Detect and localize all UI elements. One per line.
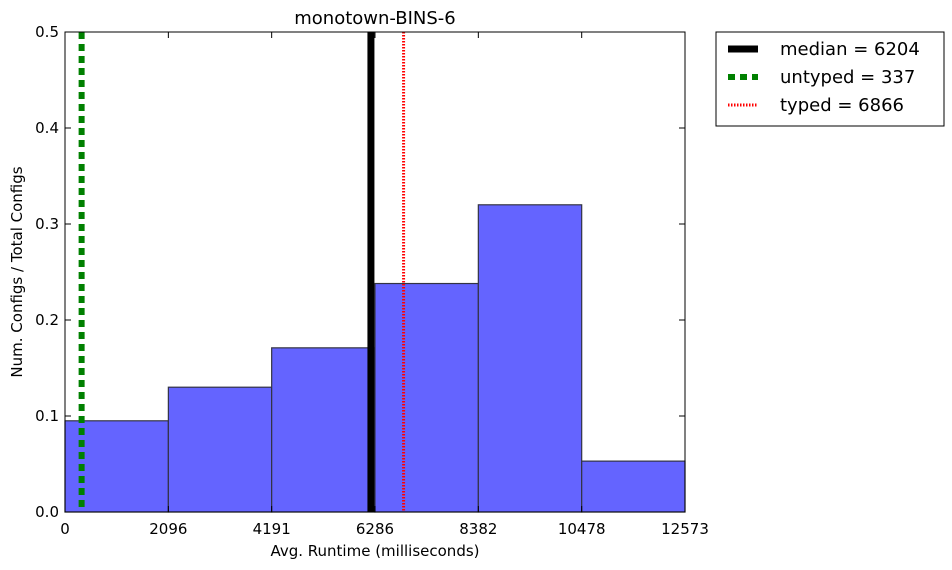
x-axis-label: Avg. Runtime (milliseconds) — [270, 542, 479, 560]
histogram-bar-2 — [167, 386, 273, 513]
y-tick-label: 0.3 — [35, 215, 59, 233]
reference-lines — [78, 32, 406, 512]
y-tick-label: 0.2 — [35, 311, 59, 329]
x-tick-label: 2096 — [149, 520, 187, 538]
y-tick-label: 0.4 — [35, 119, 59, 137]
y-tick-label: 0.1 — [35, 407, 59, 425]
histogram-bar-4 — [374, 282, 479, 513]
x-tick-label: 12573 — [661, 520, 709, 538]
legend-label: typed = 6866 — [780, 95, 904, 116]
y-axis-ticks: 0.0 0.1 0.2 0.3 0.4 0.5 — [35, 23, 685, 521]
y-tick-label: 0.0 — [35, 503, 59, 521]
x-tick-label: 6286 — [356, 520, 394, 538]
y-axis-label: Num. Configs / Total Configs — [8, 166, 26, 377]
histogram-bar-5 — [477, 204, 583, 513]
histogram-bar-3 — [271, 347, 376, 513]
x-axis-ticks: 0 2096 4191 6286 8382 10478 12573 — [60, 32, 709, 538]
histogram-bar-6 — [581, 460, 686, 513]
chart-title: monotown-BINS-6 — [294, 8, 456, 29]
x-tick-label: 10478 — [558, 520, 606, 538]
y-tick-label: 0.5 — [35, 23, 59, 41]
legend-label: median = 6204 — [780, 39, 920, 60]
x-tick-label: 8382 — [459, 520, 497, 538]
x-tick-label: 0 — [60, 520, 70, 538]
legend-label: untyped = 337 — [780, 67, 915, 88]
histogram-bars — [64, 204, 686, 513]
x-tick-label: 4191 — [253, 520, 291, 538]
legend: median = 6204 untyped = 337 typed = 6866 — [715, 31, 945, 127]
